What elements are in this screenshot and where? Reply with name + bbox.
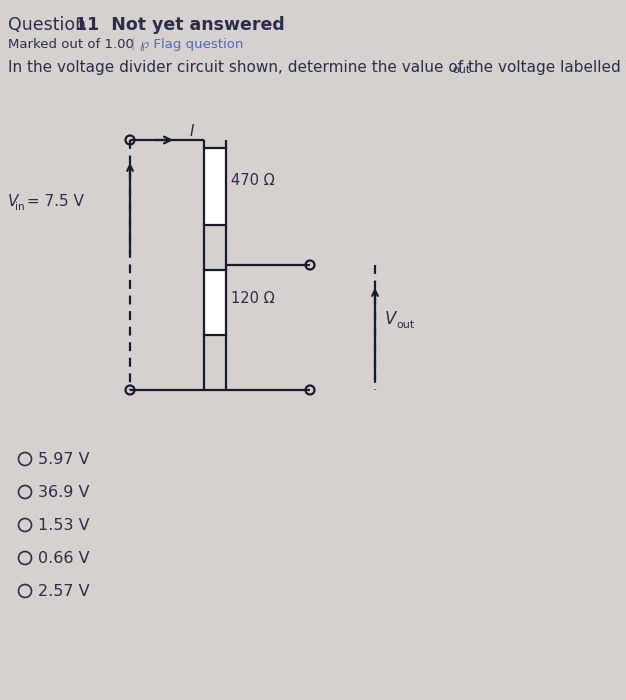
Text: 11  Not yet answered: 11 Not yet answered [75, 16, 285, 34]
Text: out: out [452, 65, 470, 75]
Bar [204, 270, 226, 335]
Text: .: . [472, 60, 477, 75]
Text: 0.66 V: 0.66 V [38, 551, 90, 566]
Text: |: | [130, 38, 135, 51]
Text: 5.97 V: 5.97 V [38, 452, 90, 467]
Text: 36.9 V: 36.9 V [38, 485, 90, 500]
Text: Question: Question [8, 16, 91, 34]
Text: ℘ Flag question: ℘ Flag question [140, 38, 244, 51]
Text: = 7.5 V: = 7.5 V [22, 195, 84, 209]
Text: in: in [15, 202, 24, 211]
Text: 470 Ω: 470 Ω [231, 173, 275, 188]
Text: 120 Ω: 120 Ω [231, 291, 275, 306]
Text: out: out [396, 321, 414, 330]
Text: 2.57 V: 2.57 V [38, 584, 90, 599]
Text: I: I [190, 124, 194, 139]
Text: 1.53 V: 1.53 V [38, 518, 90, 533]
Text: V: V [385, 311, 396, 328]
Bar [204, 148, 226, 225]
Text: Marked out of 1.00: Marked out of 1.00 [8, 38, 134, 51]
Text: V: V [8, 195, 18, 209]
Text: In the voltage divider circuit shown, determine the value of the voltage labelle: In the voltage divider circuit shown, de… [8, 60, 626, 75]
